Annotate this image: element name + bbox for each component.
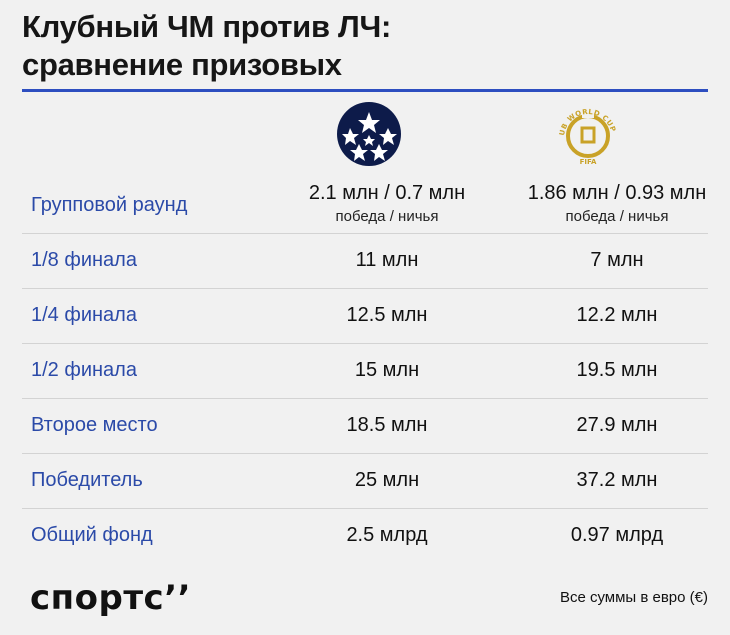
ucl-value: 25 млн: [354, 469, 420, 491]
club-world-cup-logo: CLUB WORLD CUP 25 FIFA: [552, 98, 617, 166]
champions-league-logo: [337, 102, 401, 166]
page-title: Клубный ЧМ против ЛЧ: сравнение призовых: [22, 8, 391, 84]
ucl-amount: 2.1 млн / 0.7 млн: [308, 182, 466, 204]
row-label: Общий фонд: [31, 524, 153, 546]
row-label: Групповой раунд: [31, 194, 188, 216]
table-row: Групповой раунд 2.1 млн / 0.7 млн победа…: [22, 182, 708, 230]
ucl-value: 11 млн: [355, 249, 419, 271]
cwc-value: 12.2 млн: [576, 304, 658, 326]
currency-note: Все суммы в евро (€): [559, 589, 708, 606]
cwc-value: 27.9 млн: [576, 414, 658, 436]
ucl-value: 15 млн: [354, 359, 420, 381]
cwc-value: 7 млн: [590, 249, 644, 271]
cwc-subcaption: победа / ничья: [565, 208, 669, 225]
row-label: 1/4 финала: [31, 304, 137, 326]
ucl-value: 2.1 млн / 0.7 млн победа / ничья: [272, 182, 502, 225]
row-divider: [22, 288, 708, 289]
cwc-value: 37.2 млн: [576, 469, 658, 491]
row-divider: [22, 453, 708, 454]
cwc-value: 1.86 млн / 0.93 млн победа / ничья: [502, 182, 730, 225]
title-line-1: Клубный ЧМ против ЛЧ:: [22, 9, 391, 44]
ucl-value: 2.5 млрд: [346, 524, 428, 546]
row-label: 1/2 финала: [31, 359, 137, 381]
sports-ru-logo: спортс’’: [30, 578, 192, 618]
row-divider: [22, 398, 708, 399]
cwc-value: 0.97 млрд: [570, 524, 664, 546]
row-divider: [22, 508, 708, 509]
row-label: 1/8 финала: [31, 249, 137, 271]
row-label: Второе место: [31, 414, 158, 436]
title-line-2: сравнение призовых: [22, 47, 342, 82]
cwc-value: 19.5 млн: [576, 359, 658, 381]
ucl-value: 18.5 млн: [346, 414, 428, 436]
svg-text:FIFA: FIFA: [580, 158, 597, 166]
row-label: Победитель: [31, 469, 143, 491]
ucl-value: 12.5 млн: [346, 304, 428, 326]
ucl-subcaption: победа / ничья: [335, 208, 439, 225]
title-divider: [22, 89, 708, 92]
cwc-amount: 1.86 млн / 0.93 млн: [527, 182, 707, 204]
row-divider: [22, 343, 708, 344]
row-divider: [22, 233, 708, 234]
